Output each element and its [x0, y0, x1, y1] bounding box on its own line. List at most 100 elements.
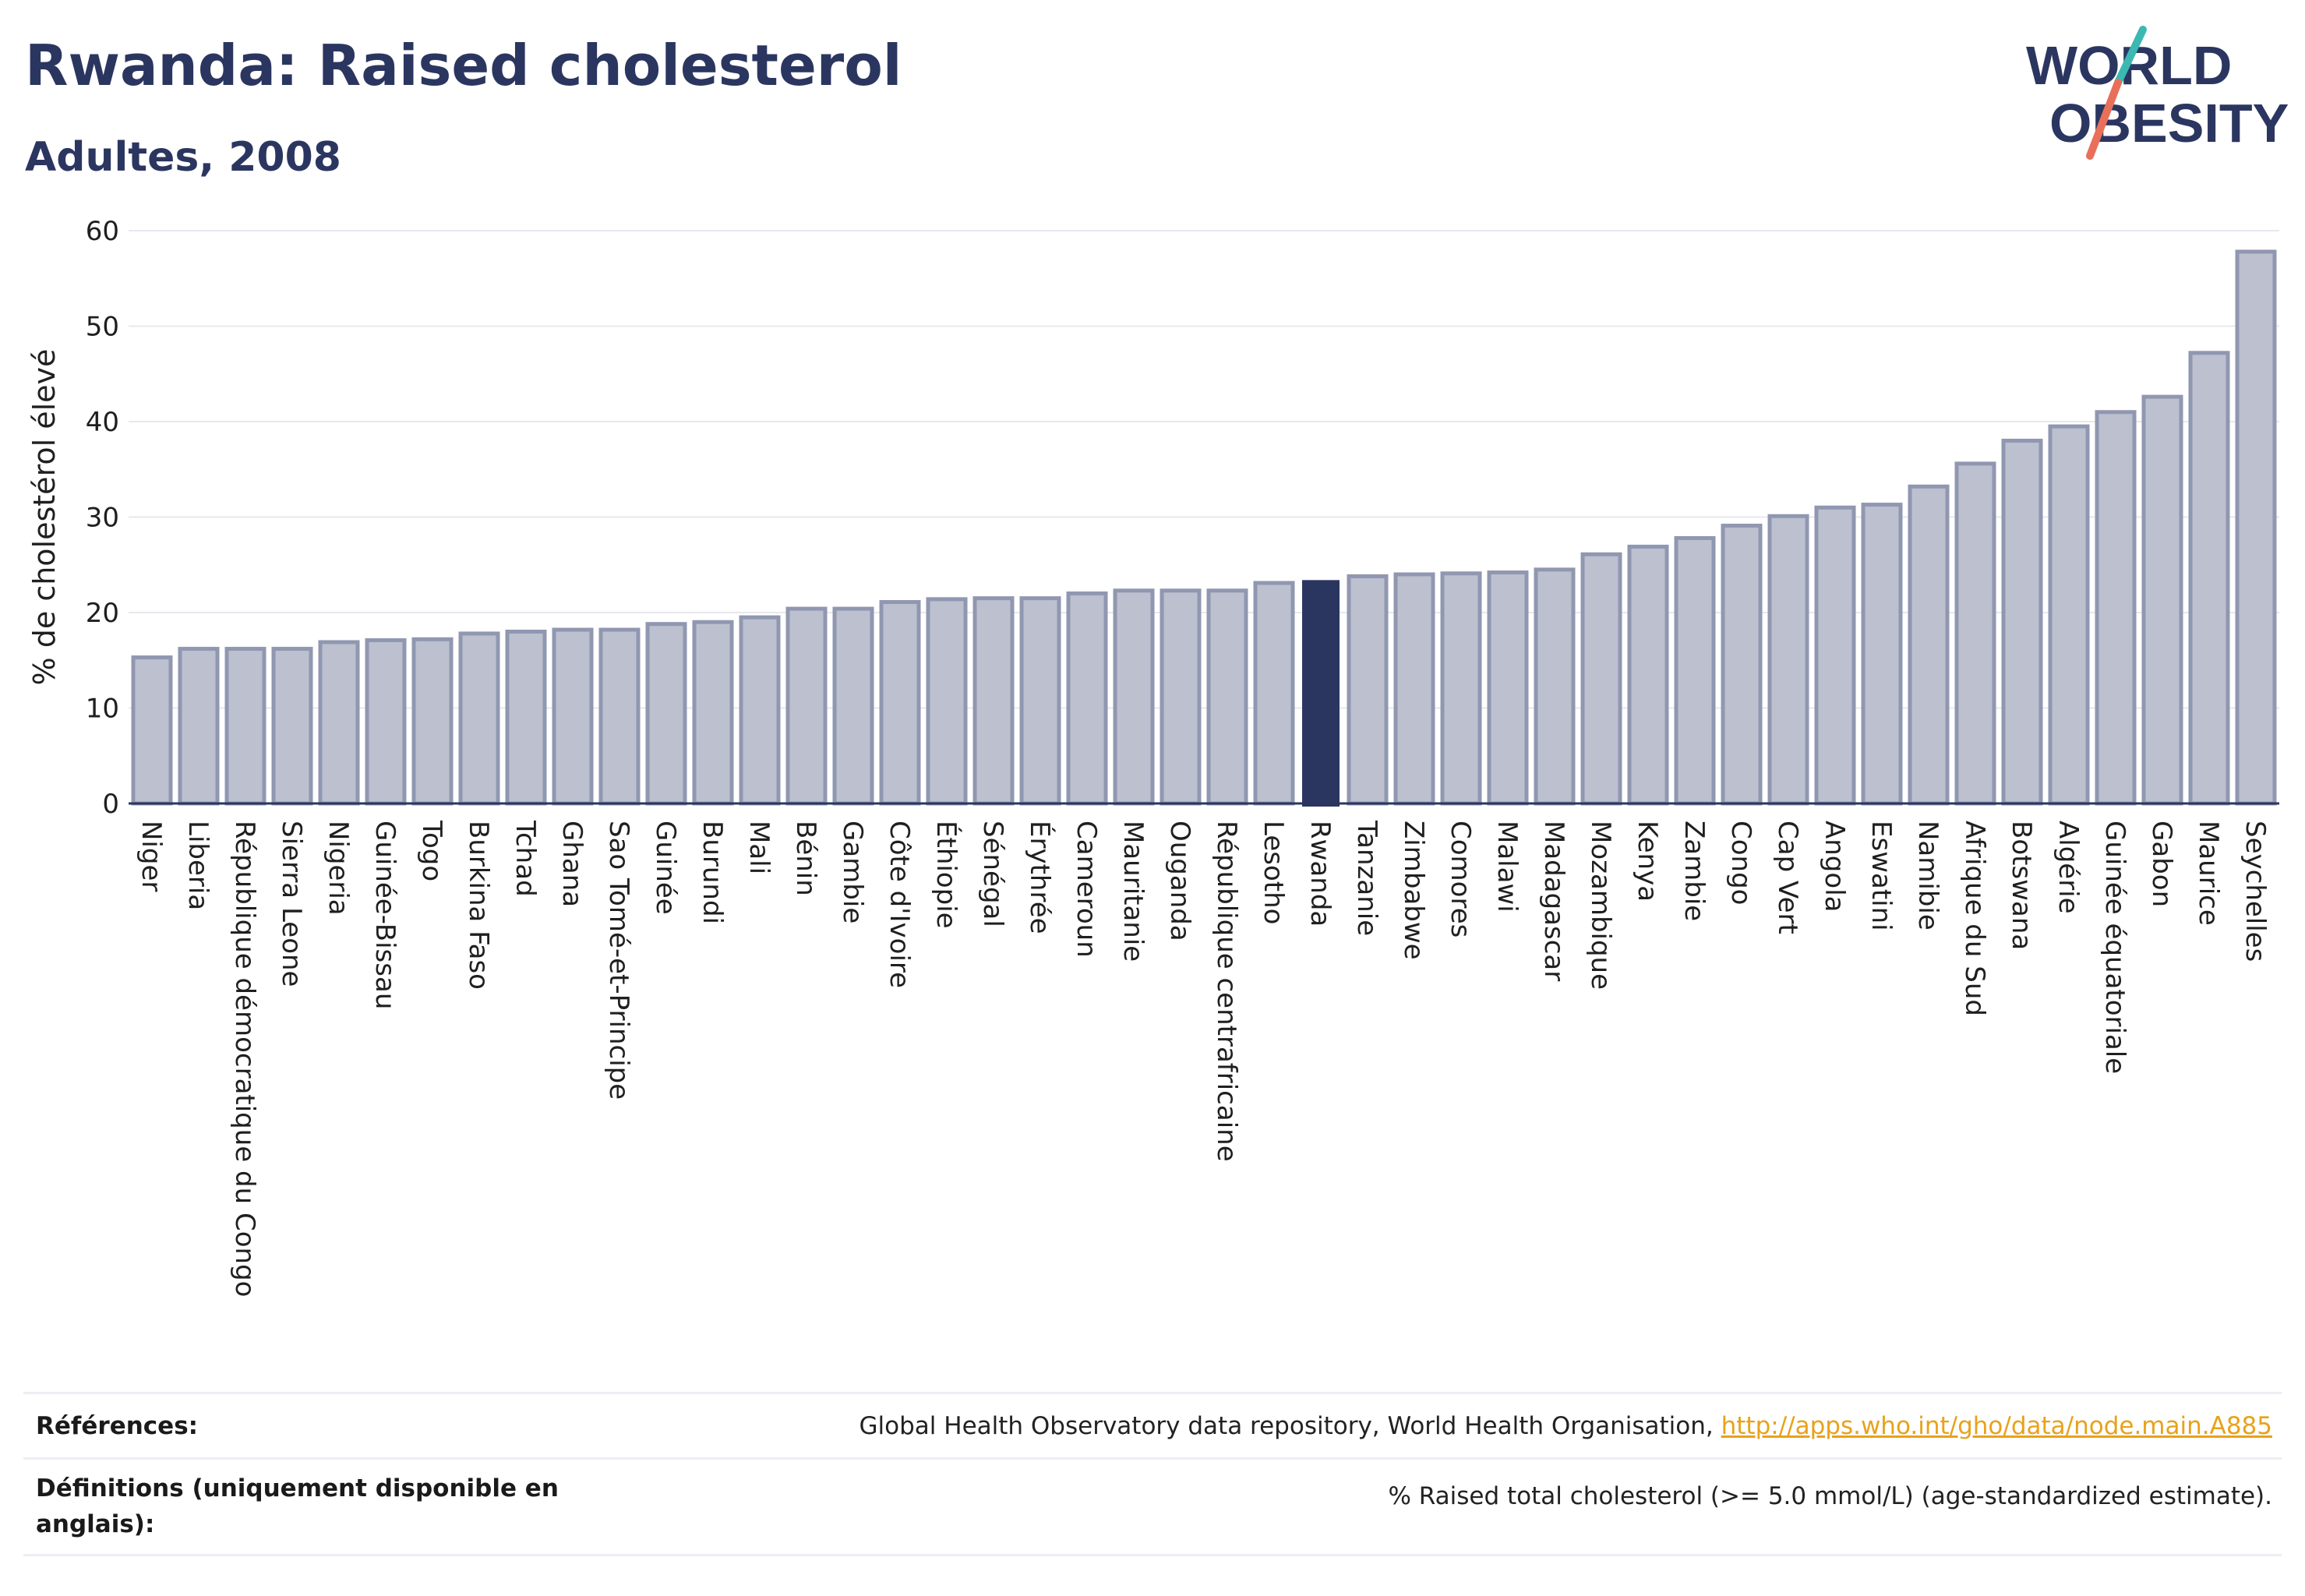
bar [1440, 571, 1482, 806]
bar [1019, 596, 1061, 806]
x-tick-label: Bénin [790, 821, 821, 896]
chart-title: Rwanda: Raised cholesterol [25, 33, 902, 98]
bar [832, 606, 874, 806]
x-tick-label: Afrique du Sud [1959, 821, 1990, 1016]
x-tick-label: Rwanda [1304, 821, 1336, 927]
y-tick-label: 60 [86, 216, 119, 247]
bar [1674, 535, 1716, 806]
y-tick-label: 10 [86, 694, 119, 725]
bar [2141, 394, 2183, 806]
bar [1861, 503, 1903, 806]
bar-chart: 0 10 20 30 40 50 60 % de cholestérol élevé Niger… [27, 216, 2279, 1297]
x-tick-label: Gambie [837, 821, 868, 923]
bar [1580, 552, 1622, 806]
x-tick-label: Guinée équatoriale [2099, 821, 2130, 1074]
bar [692, 620, 734, 806]
x-tick-label: Cap Vert [1772, 821, 1803, 934]
world-obesity-logo: WORLD OBESITY [2026, 26, 2289, 160]
x-tick-label: Malawi [1491, 821, 1523, 913]
bar [365, 638, 407, 806]
definitions-row: Définitions (uniquement disponible en an… [23, 1457, 2282, 1555]
x-tick-label: Sierra Leone [276, 821, 307, 987]
x-tick-label: Côte d'Ivoire [884, 821, 915, 988]
bar [739, 615, 781, 806]
x-tick-label: Guinée-Bissau [369, 821, 401, 1009]
x-tick-label: Ouganda [1164, 821, 1195, 941]
bar [2095, 410, 2137, 806]
x-tick-label: Congo [1725, 821, 1756, 905]
x-tick-label: Éthiopie [930, 821, 962, 929]
references-link[interactable]: http://apps.who.int/gho/data/node.main.A… [1721, 1412, 2272, 1440]
y-tick-label: 0 [102, 789, 119, 820]
x-tick-label: Namibie [1912, 821, 1943, 930]
bar [224, 647, 267, 806]
x-tick-label: Sénégal [977, 821, 1008, 927]
x-tick-label: Maurice [2193, 821, 2224, 926]
references-row: Références: Global Health Observatory da… [23, 1392, 2282, 1458]
bar [972, 596, 1015, 806]
x-tick-label: Lesotho [1258, 821, 1289, 924]
x-tick-label: Zambie [1678, 821, 1710, 921]
bar [785, 606, 828, 806]
y-tick-label: 40 [86, 407, 119, 438]
logo-slash-teal [2114, 26, 2147, 87]
x-tick-label: Tanzanie [1351, 820, 1382, 936]
x-tick-label: Érythrée [1024, 821, 1056, 934]
x-tick-label: République centrafricaine [1211, 821, 1242, 1162]
bar [1160, 588, 1202, 806]
references-text: Global Health Observatory data repositor… [859, 1412, 1721, 1440]
bar [458, 631, 500, 806]
x-tick-label: Cameroun [1071, 821, 1102, 958]
bar [1393, 572, 1435, 806]
x-tick-label: Tchad [510, 820, 541, 897]
bar [271, 647, 313, 806]
x-tick-label: Eswatini [1866, 821, 1897, 931]
x-tick-label: Gabon [2146, 821, 2177, 907]
logo-line-2: OBESITY [2049, 93, 2289, 154]
bar [1206, 588, 1248, 806]
x-tick-label: Seychelles [2240, 821, 2271, 962]
x-tick-label: Mauritanie [1117, 821, 1149, 962]
x-tick-label: Burundi [697, 821, 728, 924]
bar [879, 600, 921, 806]
x-tick-label: Liberia [182, 821, 214, 910]
x-tick-label: Madagascar [1538, 821, 1569, 981]
bar [178, 647, 220, 806]
bar [318, 640, 360, 806]
bar [505, 630, 547, 806]
bar [645, 622, 687, 806]
bar [411, 637, 454, 806]
x-tick-label: Guinée [650, 821, 681, 915]
x-tick-label: Botswana [2006, 821, 2037, 950]
bar [1253, 581, 1295, 806]
footer-bottom-rule [23, 1554, 2282, 1556]
definitions-value: % Raised total cholesterol (>= 5.0 mmol/… [1388, 1482, 2272, 1510]
bar [1113, 588, 1155, 806]
x-tick-label: Kenya [1632, 821, 1663, 902]
bar [2188, 351, 2230, 806]
bar [926, 597, 968, 806]
bar [1908, 484, 1950, 806]
bar [598, 627, 641, 806]
bar [1814, 505, 1856, 806]
y-tick-label: 30 [86, 503, 119, 534]
bar [1534, 567, 1576, 806]
bar [1347, 574, 1389, 806]
bar [1954, 461, 1996, 806]
x-tick-label: Mozambique [1585, 821, 1616, 990]
y-tick-label: 20 [86, 598, 119, 629]
bar [1487, 570, 1529, 806]
x-tick-label: Togo [416, 820, 447, 881]
definitions-label: Définitions (uniquement disponible en an… [36, 1474, 559, 1538]
bar [552, 627, 594, 806]
logo-slash-coral [2086, 79, 2122, 160]
y-tick-label: 50 [86, 312, 119, 343]
x-tick-label: Burkina Faso [463, 821, 494, 990]
y-axis-title: % de cholestérol élevé [27, 349, 62, 686]
x-tick-label: Ghana [556, 821, 588, 907]
x-tick-label: Nigeria [323, 821, 354, 916]
x-tick-label: Algérie [2053, 821, 2084, 914]
x-tick-label: République démocratique du Congo [229, 821, 260, 1297]
x-tick-label: Zimbabwe [1398, 821, 1429, 960]
bar [2048, 424, 2090, 806]
